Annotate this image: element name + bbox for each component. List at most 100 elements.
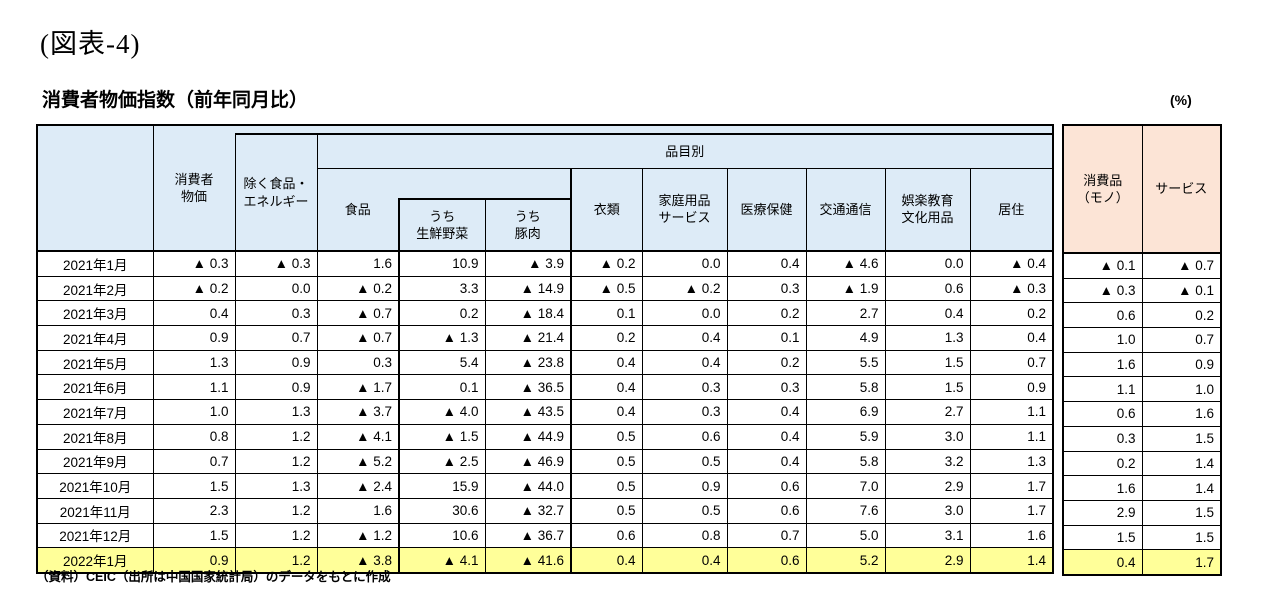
date-cell: 2021年8月 <box>36 423 154 450</box>
value-cell: 0.4 <box>570 349 643 376</box>
value-cell: 3.0 <box>884 497 971 524</box>
value-cell: 5.9 <box>805 423 886 450</box>
value-cell: 0.9 <box>234 374 318 401</box>
date-cell: 2021年6月 <box>36 374 154 401</box>
value-cell: ▲ 4.1 <box>398 547 486 574</box>
table-row: 2021年5月 1.3 0.9 0.3 5.4 ▲ 23.8 0.4 0.4 0.2 5.5 1.5… <box>36 349 1054 376</box>
figure-label: (図表-4) <box>40 29 141 59</box>
value-cell: 0.2 <box>398 300 486 327</box>
source-note: （資料）CEIC（出所は中国国家統計局）のデータをもとに作成 <box>36 570 391 584</box>
value-cell: 1.4 <box>1141 450 1222 477</box>
value-cell: 1.5 <box>1141 425 1222 452</box>
value-cell: 0.4 <box>570 547 643 574</box>
value-cell: 0.4 <box>726 249 807 277</box>
value-cell: 0.3 <box>234 300 318 327</box>
table-row: 2021年6月 1.1 0.9 ▲ 1.7 0.1 ▲ 36.5 0.4 0.3 0.3 5.8 1… <box>36 374 1054 401</box>
header-core: 除く食品・ エネルギー <box>234 133 318 252</box>
value-cell: 2.9 <box>884 547 971 574</box>
date-cell: 2021年11月 <box>36 497 154 524</box>
value-cell: 0.3 <box>726 374 807 401</box>
table-row: 2022年1月 0.9 1.2 ▲ 3.8 ▲ 4.1 ▲ 41.6 0.4 0.4 0.6 5.… <box>36 547 1054 574</box>
value-cell: 0.6 <box>641 423 728 450</box>
table-row: 2021年1月 ▲ 0.3 ▲ 0.3 1.6 10.9 ▲ 3.9 ▲ 0.2 0.0 0.4… <box>36 249 1054 277</box>
value-cell: 1.5 <box>152 473 236 499</box>
unit-label: (%) <box>1170 92 1192 108</box>
value-cell: 0.9 <box>234 349 318 376</box>
value-cell: ▲ 43.5 <box>484 399 572 425</box>
value-cell: ▲ 0.3 <box>234 249 318 277</box>
value-cell: 0.3 <box>1062 425 1143 452</box>
value-cell: ▲ 0.4 <box>969 249 1054 277</box>
value-cell: 5.5 <box>805 349 886 376</box>
header-clothing: 衣類 <box>570 167 643 252</box>
value-cell: 1.5 <box>1141 499 1222 526</box>
value-cell: 6.9 <box>805 399 886 425</box>
value-cell: 5.0 <box>805 522 886 549</box>
table-row: 2021年8月 0.8 1.2 ▲ 4.1 ▲ 1.5 ▲ 44.9 0.5 0.6 0.4 5.… <box>36 423 1054 450</box>
value-cell: ▲ 4.0 <box>398 399 486 425</box>
date-cell: 2021年4月 <box>36 325 154 351</box>
header-food-sub-spacer <box>399 167 571 200</box>
table-row: ▲ 0.3 ▲ 0.1 <box>1062 277 1222 304</box>
value-cell: 1.6 <box>1141 401 1222 427</box>
table-row: 1.1 1.0 <box>1062 376 1222 403</box>
table-row: 2.9 1.5 <box>1062 499 1222 526</box>
table-row: ▲ 0.1 ▲ 0.7 <box>1062 251 1222 279</box>
value-cell: 0.8 <box>641 522 728 549</box>
value-cell: 10.9 <box>398 249 486 277</box>
value-cell: ▲ 1.9 <box>805 275 886 302</box>
value-cell: 0.2 <box>969 300 1054 327</box>
header-cpi: 消費者 物価 <box>152 124 235 252</box>
value-cell: ▲ 0.3 <box>152 249 236 277</box>
date-cell: 2021年9月 <box>36 448 154 475</box>
value-cell: 2.7 <box>884 399 971 425</box>
header-consumer-goods: 消費品 （モノ） <box>1062 124 1143 254</box>
value-cell: 1.5 <box>1141 524 1222 551</box>
value-cell: 5.8 <box>805 374 886 401</box>
value-cell: 0.3 <box>316 349 400 376</box>
value-cell: 0.3 <box>726 275 807 302</box>
value-cell: 7.6 <box>805 497 886 524</box>
value-cell: 3.2 <box>884 448 971 475</box>
value-cell: 0.4 <box>641 325 728 351</box>
value-cell: 1.0 <box>1062 327 1143 353</box>
value-cell: ▲ 32.7 <box>484 497 572 524</box>
value-cell: 30.6 <box>398 497 486 524</box>
table-row: 0.4 1.7 <box>1062 549 1222 576</box>
value-cell: 0.4 <box>152 300 236 327</box>
value-cell: 1.3 <box>234 399 318 425</box>
value-cell: 5.8 <box>805 448 886 475</box>
cpi-side-table: 消費品 （モノ） サービス ▲ 0.1 ▲ 0.7 ▲ 0.3 ▲ 0.1 0.6 0.2… <box>1062 124 1223 576</box>
value-cell: 0.4 <box>570 374 643 401</box>
value-cell: 0.1 <box>570 300 643 327</box>
header-fresh-vegetables: うち 生鮮野菜 <box>398 198 486 252</box>
value-cell: 1.2 <box>234 448 318 475</box>
value-cell: 1.3 <box>234 473 318 499</box>
value-cell: 0.2 <box>726 300 807 327</box>
value-cell: 1.2 <box>234 522 318 549</box>
value-cell: 1.3 <box>884 325 971 351</box>
date-cell: 2021年3月 <box>36 300 154 327</box>
value-cell: 0.4 <box>726 423 807 450</box>
value-cell: 0.5 <box>570 473 643 499</box>
value-cell: ▲ 0.5 <box>570 275 643 302</box>
cpi-table-area: 消費者 物価 除く食品・ エネルギー 品目別 食品 衣類 家庭用品 サービス 医… <box>36 124 1223 576</box>
table-row: 2021年2月 ▲ 0.2 0.0 ▲ 0.2 3.3 ▲ 14.9 ▲ 0.5 ▲ 0.2 0… <box>36 275 1054 302</box>
value-cell: ▲ 0.7 <box>1141 251 1222 279</box>
value-cell: 1.1 <box>1062 376 1143 403</box>
value-cell: 5.2 <box>805 547 886 574</box>
value-cell: 1.2 <box>234 423 318 450</box>
value-cell: 0.4 <box>641 547 728 574</box>
value-cell: 1.3 <box>969 448 1054 475</box>
value-cell: ▲ 21.4 <box>484 325 572 351</box>
value-cell: 1.6 <box>316 249 400 277</box>
value-cell: 1.1 <box>152 374 236 401</box>
date-cell: 2021年1月 <box>36 249 154 277</box>
value-cell: 1.4 <box>969 547 1054 574</box>
table-row: 2021年10月 1.5 1.3 ▲ 2.4 15.9 ▲ 44.0 0.5 0.9 0.6 7.… <box>36 473 1054 499</box>
value-cell: 0.6 <box>726 547 807 574</box>
value-cell: ▲ 2.4 <box>316 473 400 499</box>
value-cell: 1.3 <box>152 349 236 376</box>
value-cell: 1.2 <box>234 497 318 524</box>
value-cell: ▲ 1.7 <box>316 374 400 401</box>
